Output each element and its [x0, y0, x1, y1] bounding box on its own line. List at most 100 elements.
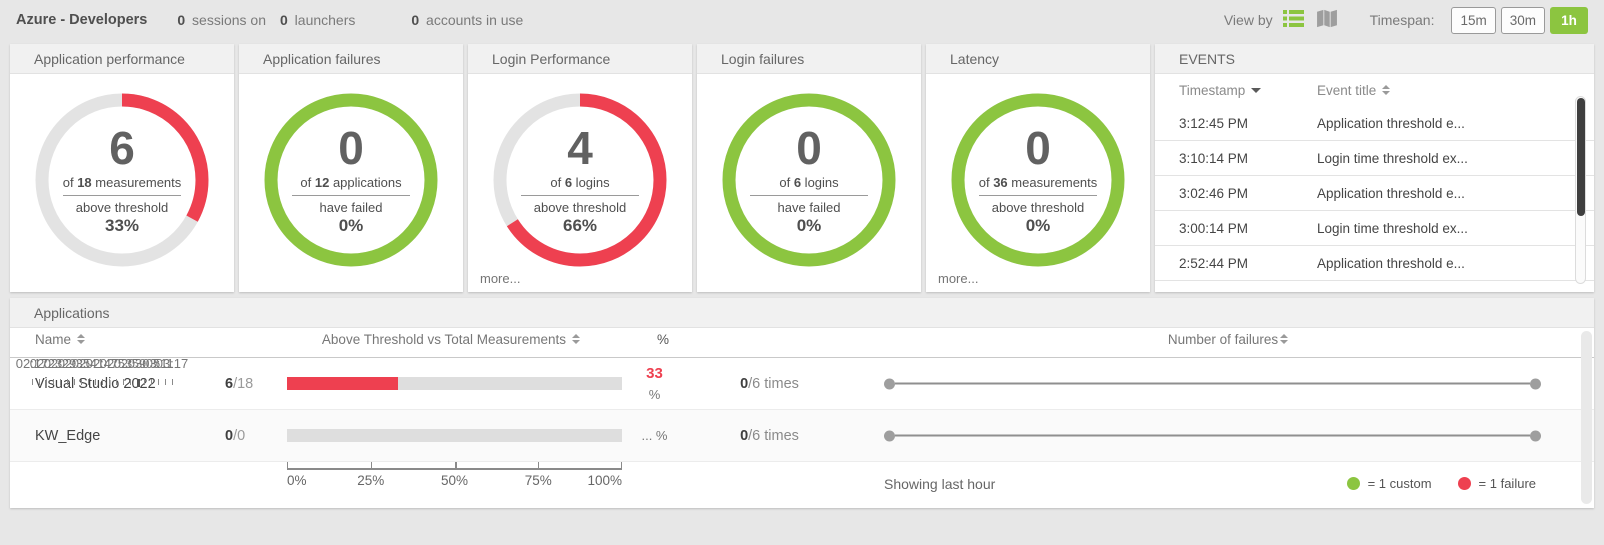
list-view-icon[interactable] — [1282, 10, 1304, 30]
gauge-percent: 0% — [338, 215, 364, 235]
timespan-30m-button[interactable]: 30m — [1500, 6, 1545, 34]
timeline-end-dot[interactable] — [1530, 378, 1541, 389]
map-view-icon[interactable] — [1316, 9, 1338, 31]
event-timestamp: 3:00:14 PM — [1179, 220, 1249, 236]
events-scrollbar-thumb[interactable] — [1576, 98, 1585, 216]
events-sort-timestamp[interactable]: Timestamp — [1179, 83, 1317, 98]
stat-value: 0 — [177, 12, 186, 28]
timespan-1h-button[interactable]: 1h — [1550, 6, 1588, 34]
timeline-line — [895, 434, 1530, 437]
gauge-center: 0 of 12 applications have failed 0% — [258, 87, 444, 273]
more-link[interactable]: more... — [938, 271, 979, 286]
stat-value: 0 — [411, 12, 420, 28]
percent-tick-label: 50% — [440, 473, 469, 488]
row-timeline — [862, 358, 1594, 409]
gauge-center: 6 of 18 measurements above threshold 33% — [29, 87, 215, 273]
topbar-stat: 0 sessions on — [177, 12, 266, 28]
sort-both-icon — [1382, 85, 1391, 95]
applications-footer: 0% 25% 50% 75% 100% Showing last hour = 1 cu… — [10, 462, 1594, 508]
events-sort-title[interactable]: Event title — [1317, 83, 1391, 98]
events-list: 3:12:45 PM Application threshold e... 3:10… — [1155, 106, 1594, 281]
more-link[interactable]: more... — [480, 271, 521, 286]
time-tick-label: 02:35 — [57, 356, 91, 371]
applications-scrollbar[interactable] — [1581, 331, 1592, 504]
time-tick-mark — [95, 379, 96, 385]
view-by-icons — [1282, 9, 1338, 31]
events-scrollbar[interactable] — [1575, 96, 1586, 284]
sort-by-name[interactable]: Name — [10, 332, 225, 347]
time-tick-mark — [137, 379, 140, 387]
timespan-15m-button[interactable]: 15m — [1451, 6, 1496, 34]
threshold-bar — [287, 377, 632, 390]
time-tick-mark — [60, 379, 61, 385]
gauge-title: Application failures — [239, 44, 463, 74]
percent-unit: % — [648, 387, 661, 402]
time-tick-mark — [46, 379, 47, 385]
time-tick-label: 02:53 — [99, 356, 133, 371]
percent-tick-label: 75% — [524, 473, 552, 488]
events-panel-title: EVENTS — [1155, 44, 1594, 74]
gauge-status-line: have failed — [777, 199, 841, 215]
sort-both-icon — [77, 334, 86, 344]
gauge-value: 0 — [796, 121, 822, 174]
gauge-total-line: of 12 applications — [300, 174, 402, 190]
gauge-value: 4 — [567, 121, 593, 174]
time-tick-mark — [172, 379, 173, 385]
event-row[interactable]: 2:52:44 PM Application threshold e... — [1155, 246, 1594, 281]
time-tick-mark — [53, 379, 54, 385]
name-column-label: Name — [35, 331, 72, 347]
timeline-start-dot[interactable] — [884, 378, 895, 389]
event-row[interactable]: 3:12:45 PM Application threshold e... — [1155, 106, 1594, 141]
time-tick-mark — [130, 379, 131, 385]
sort-by-threshold[interactable]: Above Threshold vs Total Measurements % — [225, 328, 677, 350]
bar-fill — [287, 377, 398, 390]
gauge-total-line: of 6 logins — [779, 174, 839, 190]
legend-item: = 1 custom — [1346, 476, 1432, 491]
events-panel: EVENTS Timestamp Event title 3:12:45 PM A… — [1155, 44, 1594, 292]
time-tick-mark — [116, 379, 117, 385]
application-name[interactable]: KW_Edge — [35, 427, 101, 444]
legend-green-dot-icon — [1346, 477, 1360, 490]
threshold-bar — [287, 429, 632, 442]
time-tick-label: 03:17 — [155, 356, 189, 371]
gauges-row: Application performance 6 of 18 measuremen… — [10, 44, 1594, 292]
timeline-start-dot[interactable] — [884, 430, 895, 441]
showing-note: Showing last hour — [884, 476, 996, 492]
timeline-end-dot[interactable] — [1530, 430, 1541, 441]
event-row[interactable]: 3:02:46 PM Application threshold e... — [1155, 176, 1594, 211]
application-row[interactable]: KW_Edge 0/0 ... % 0/6 times — [10, 410, 1594, 462]
application-row[interactable]: Visual Studio 2022 6/18 33% 0/6 times — [10, 358, 1594, 410]
time-tick-mark — [165, 379, 166, 385]
time-tick-mark — [81, 379, 82, 385]
timeline-slider[interactable] — [884, 378, 1541, 389]
sort-by-percent[interactable]: % — [657, 332, 669, 347]
view-by-label: View by — [1223, 12, 1273, 28]
timeline-slider[interactable] — [884, 430, 1541, 441]
application-name[interactable]: Visual Studio 2022 — [35, 375, 156, 392]
gauge-card: Application performance 6 of 18 measuremen… — [10, 44, 234, 292]
sort-by-failures[interactable]: Number of failures — [862, 332, 1594, 347]
time-tick-label: 02:41 — [71, 356, 105, 371]
percent-tick-mark — [538, 462, 540, 468]
percent-tick-mark — [454, 462, 457, 468]
time-tick-mark — [158, 379, 159, 385]
legend: = 1 custom = 1 failure — [1346, 476, 1536, 491]
event-title: Application threshold e... — [1317, 185, 1465, 201]
time-tick-mark — [67, 379, 68, 385]
time-tick-label: 03:11 — [142, 356, 174, 371]
time-tick-mark — [151, 379, 152, 385]
legend-item: = 1 failure — [1457, 476, 1536, 491]
bar-track — [287, 429, 622, 442]
event-title: Login time threshold ex... — [1317, 220, 1468, 236]
event-row[interactable]: 3:10:14 PM Login time threshold ex... — [1155, 141, 1594, 176]
timestamp-column-label: Timestamp — [1179, 82, 1246, 98]
timeline-line — [895, 382, 1530, 385]
gauge-total-line: of 36 measurements — [978, 174, 1098, 190]
event-row[interactable]: 3:00:14 PM Login time threshold ex... — [1155, 211, 1594, 246]
donut-gauge: 6 of 18 measurements above threshold 33% — [29, 87, 215, 273]
time-tick-mark — [88, 379, 89, 385]
sort-desc-icon — [1251, 87, 1262, 93]
donut-gauge: 0 of 36 measurements above threshold 0% — [945, 87, 1131, 273]
topbar: Azure - Developers 0 sessions on 0 launch… — [0, 0, 1604, 40]
gauge-divider — [521, 194, 639, 196]
